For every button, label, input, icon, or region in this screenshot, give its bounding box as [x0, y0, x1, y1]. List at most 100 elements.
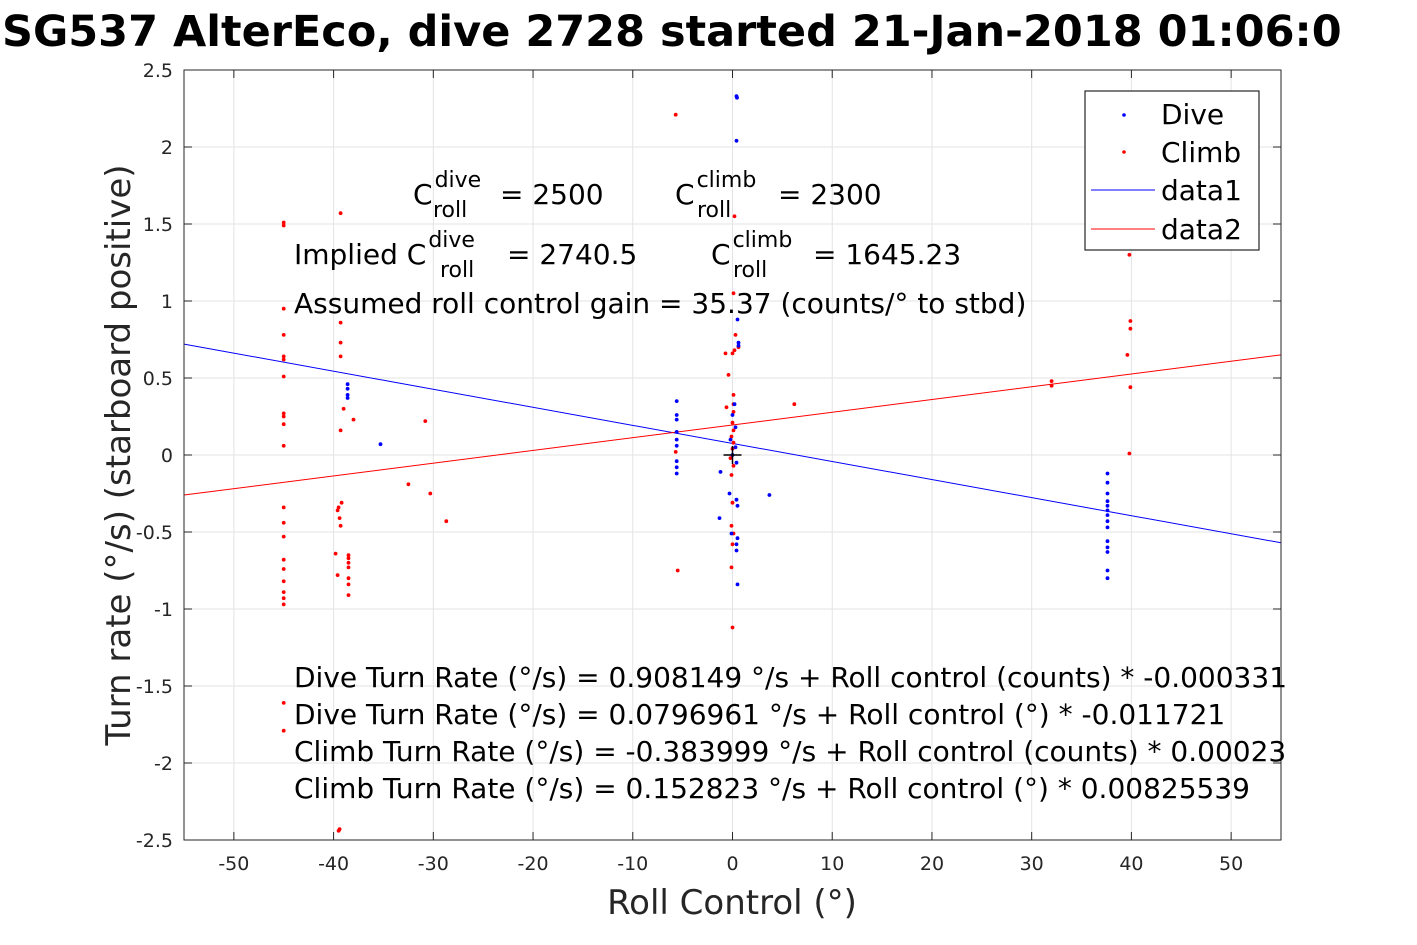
x-tick-label: 30: [1020, 853, 1044, 875]
roll-subscript: roll: [440, 258, 474, 283]
legend-climb-marker: [1122, 150, 1126, 154]
chart-title: SG537 AlterEco, dive 2728 started 21-Jan…: [2, 7, 1342, 57]
climb-point: [1125, 353, 1130, 357]
climb-point: [346, 560, 351, 565]
climb-point: [726, 373, 731, 377]
climb-point: [281, 220, 286, 225]
climb-point: [351, 417, 356, 422]
y-tick-label: 1: [161, 291, 173, 313]
data-points: [281, 94, 1133, 833]
climb-point: [733, 333, 738, 337]
dive-point: [674, 437, 679, 442]
climb-point: [335, 573, 340, 577]
climb-point: [346, 576, 351, 581]
implied-dive-annotation: Implied Cdive roll = 2740.5: [294, 228, 637, 283]
y-tick-label: -0.5: [136, 522, 173, 544]
climb-point: [281, 590, 286, 594]
climb-point: [281, 505, 286, 510]
climb-point: [281, 306, 286, 311]
climb-point: [730, 351, 735, 356]
climb-point: [281, 333, 286, 337]
implied-climb-value: = 1645.23: [813, 238, 961, 271]
dive-point: [736, 343, 741, 348]
y-tick-label: 1.5: [143, 214, 173, 236]
climb-point: [675, 568, 680, 573]
dive-point: [1105, 471, 1110, 476]
legend-data2-label: data2: [1161, 213, 1242, 246]
climb-point: [729, 565, 734, 570]
x-tick-label: 0: [726, 853, 738, 875]
legend-dive-marker: [1122, 113, 1126, 117]
dive-point: [734, 548, 739, 553]
climb-point: [281, 557, 286, 562]
dive-point: [733, 445, 738, 450]
implied-dive-value: = 2740.5: [507, 238, 637, 271]
climb-point: [730, 542, 735, 547]
dive-point: [735, 582, 740, 587]
c-letter: C: [413, 178, 433, 211]
dive-point: [1105, 513, 1110, 517]
fit-line-data2: [183, 354, 1282, 496]
dive-point: [732, 402, 737, 407]
dive-superscript: dive: [428, 228, 475, 253]
y-tick-label: -2.5: [136, 830, 173, 852]
dive-point: [1105, 576, 1110, 581]
y-tick-label: 2.5: [143, 60, 173, 82]
x-tick-label: 20: [920, 853, 944, 875]
climb-point: [792, 402, 797, 407]
dive-point: [729, 531, 734, 536]
dive-point: [1105, 568, 1110, 573]
dive-point: [734, 542, 739, 547]
dive-point: [1105, 550, 1110, 554]
dive-point: [1105, 545, 1110, 550]
climb-point: [338, 354, 343, 359]
fit-equation-2: Dive Turn Rate (°/s) = 0.0796961 °/s + R…: [294, 698, 1225, 731]
fit-equation-1: Dive Turn Rate (°/s) = 0.908149 °/s + Ro…: [294, 661, 1287, 694]
legend-box: [1084, 90, 1260, 251]
c-letter: C: [711, 238, 731, 271]
dive-point: [1105, 519, 1110, 524]
climb-point: [338, 211, 343, 216]
svg-text:Cdive: Cdive: [413, 168, 481, 211]
dive-point: [735, 503, 740, 508]
climb-point: [729, 523, 734, 528]
dive-point: [1105, 525, 1110, 530]
dive-point: [345, 382, 350, 387]
x-axis-label: Roll Control (°): [607, 883, 857, 923]
axes-frame: [183, 69, 1282, 841]
dive-point: [767, 493, 772, 497]
climb-point: [339, 500, 344, 505]
climb-point: [732, 348, 737, 353]
climb-point: [729, 434, 734, 439]
climb-point: [281, 701, 286, 705]
climb-point: [335, 508, 340, 513]
tick-labels: -50 -40 -30 -20 -10 0 10 20 30 40 50-2.5-2-1.5-1-0…: [136, 60, 1243, 875]
climb-point: [731, 440, 736, 445]
dive-point: [674, 443, 679, 448]
climb-point: [423, 419, 428, 423]
y-tick-label: -1: [154, 599, 173, 621]
climb-point: [281, 374, 286, 379]
dive-point: [674, 430, 679, 434]
dive-superscript: dive: [435, 168, 482, 193]
climb-point: [281, 422, 286, 427]
x-tick-label: 40: [1119, 853, 1143, 875]
climb-point: [338, 340, 343, 345]
y-tick-label: -1.5: [136, 676, 173, 698]
climb-superscript: climb: [733, 228, 793, 253]
climb-point: [346, 565, 351, 570]
climb-point: [281, 728, 286, 733]
climb-point: [731, 393, 736, 397]
svg-text:Cclimb: Cclimb: [711, 228, 792, 271]
climb-point: [1128, 326, 1133, 331]
dive-point: [345, 386, 350, 391]
climb-point: [281, 411, 286, 416]
x-tick-label: -10: [617, 853, 648, 875]
c-roll-dive-annotation: Cdive roll = 2500: [413, 168, 604, 223]
climb-point: [281, 354, 286, 359]
climb-point: [341, 406, 346, 411]
dive-point: [1105, 491, 1110, 496]
y-tick-label: 2: [161, 137, 173, 159]
